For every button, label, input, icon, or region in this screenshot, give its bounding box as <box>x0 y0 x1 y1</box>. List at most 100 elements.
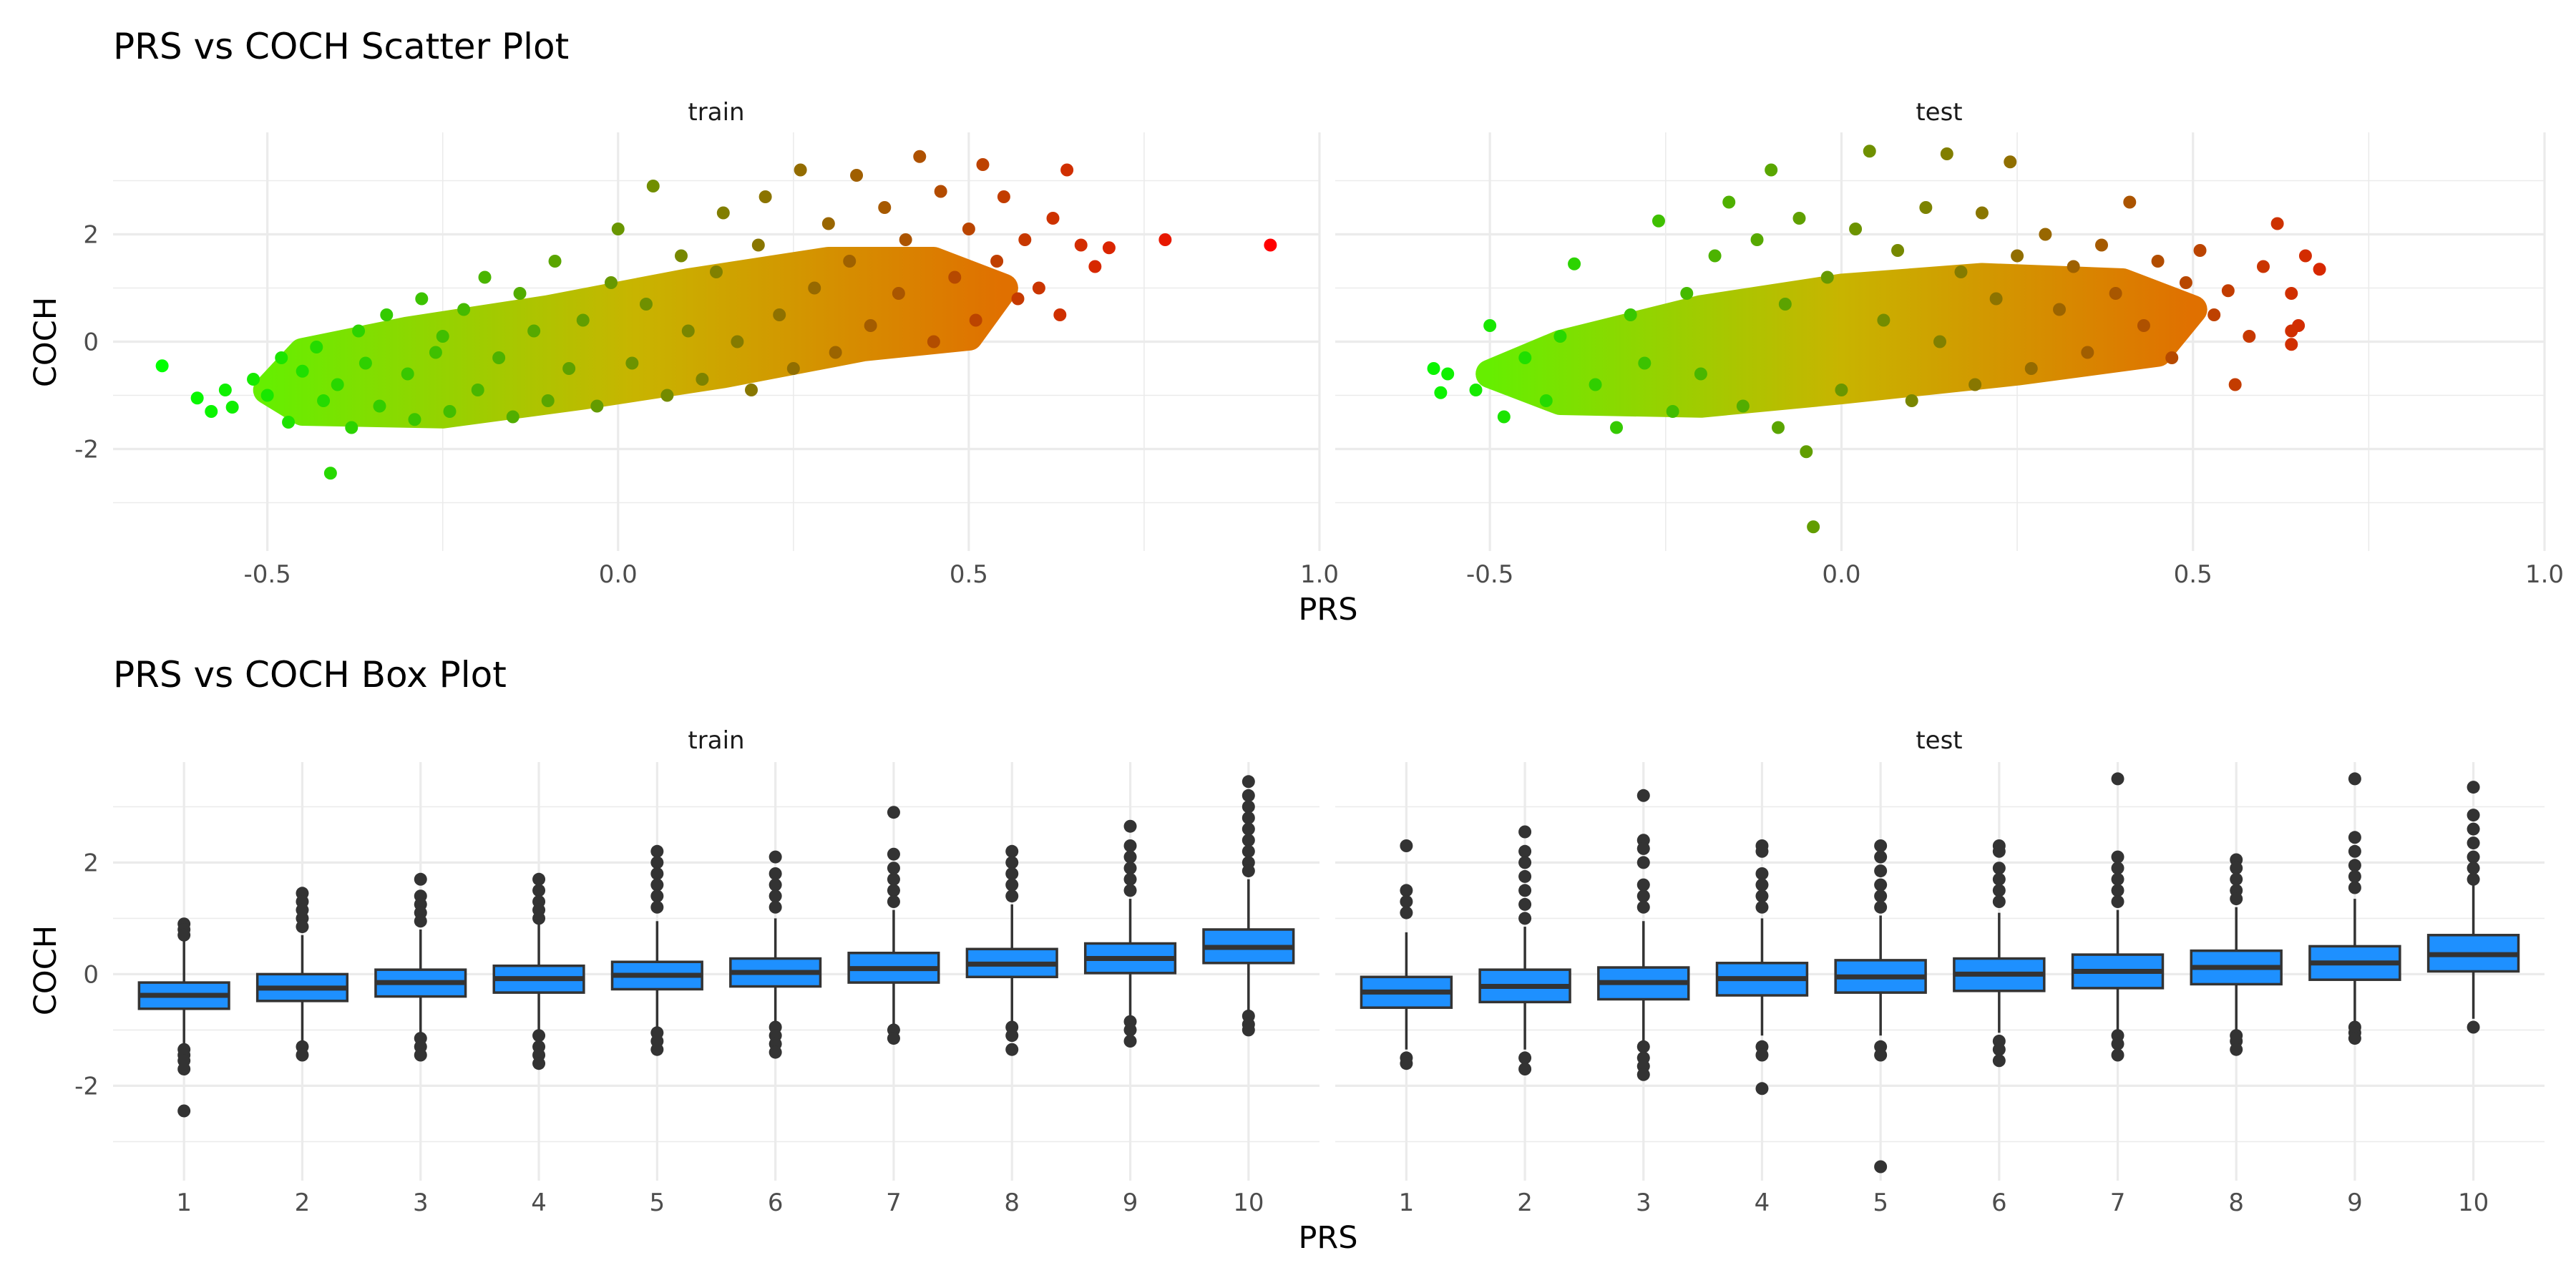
box-outlier <box>1123 884 1137 897</box>
box-outlier <box>1518 869 1532 883</box>
scatter-point <box>794 163 807 177</box>
scatter-point <box>808 281 821 295</box>
scatter-panel-train: -0.5 0.0 0.5 1.0 <box>113 132 1339 589</box>
box-outlier <box>414 872 427 886</box>
scatter-point <box>2123 195 2137 209</box>
x-tick-label: 10 <box>2458 1189 2489 1217</box>
scatter-point <box>492 351 506 364</box>
scatter-point <box>1102 241 1116 255</box>
scatter-point <box>260 389 274 402</box>
box-outlier <box>769 878 782 892</box>
scatter-point <box>1427 362 1440 375</box>
box-outlier <box>1636 889 1650 903</box>
box-chart: PRS vs COCH Box Plot train test 1 2 3 4 5 6 7 8… <box>28 654 2545 1256</box>
box-outlier <box>1874 850 1888 864</box>
scatter-point <box>864 319 877 332</box>
scatter-point <box>696 373 709 386</box>
box-outlier <box>1874 864 1888 878</box>
box-2 <box>1478 825 1571 1075</box>
box-outlier <box>2230 862 2243 875</box>
y-tick-label: -2 <box>74 436 99 464</box>
scatter-point <box>2285 287 2298 300</box>
x-tick-label: 3 <box>413 1189 429 1217</box>
scatter-point <box>415 292 429 306</box>
box-outlier <box>887 872 900 886</box>
x-tick-label: 4 <box>1755 1189 1770 1217</box>
scatter-point <box>401 367 414 381</box>
box-outlier <box>1992 895 2006 908</box>
box-outlier <box>2467 822 2480 836</box>
scatter-point <box>1589 378 1602 391</box>
box-outlier <box>1518 912 1532 925</box>
scatter-point <box>2179 276 2192 289</box>
box-outlier <box>532 1029 546 1043</box>
box-outlier <box>1518 1063 1532 1075</box>
box-outlier <box>1123 1035 1137 1048</box>
scatter-point <box>1933 335 1946 348</box>
box-outlier <box>1241 775 1255 789</box>
x-tick-label: 8 <box>2228 1189 2244 1217</box>
scatter-point <box>380 308 394 321</box>
scatter-point <box>934 185 947 198</box>
box-outlier <box>1241 1023 1255 1037</box>
box-outlier <box>650 856 664 869</box>
x-tick-label: 5 <box>1873 1189 1888 1217</box>
box-outlier <box>177 1063 191 1075</box>
scatter-point <box>1610 421 1624 434</box>
box-y-axis: -2 0 2 <box>74 849 99 1101</box>
scatter-point <box>408 413 421 426</box>
scatter-point <box>1778 298 1792 311</box>
box-outlier <box>532 884 546 897</box>
scatter-point <box>1074 238 1088 252</box>
scatter-point <box>1018 233 1032 246</box>
scatter-point <box>457 303 471 316</box>
box-outlier <box>2467 1020 2480 1034</box>
scatter-point <box>345 421 358 434</box>
box-outlier <box>296 920 309 934</box>
box-outlier <box>1992 884 2006 897</box>
x-tick-label: 7 <box>886 1189 902 1217</box>
box-9 <box>1083 819 1177 1048</box>
scatter-point <box>745 384 758 396</box>
scatter-point <box>2221 284 2235 298</box>
scatter-point <box>681 324 695 338</box>
scatter-point <box>1954 265 1968 278</box>
scatter-point <box>948 270 962 284</box>
box-outlier <box>177 1104 191 1118</box>
box-outlier <box>1518 884 1532 897</box>
box-outlier <box>1123 819 1137 833</box>
box-6 <box>729 850 822 1059</box>
box-outlier <box>1518 856 1532 869</box>
scatter-strip-train: train <box>688 98 744 127</box>
scatter-point <box>786 362 800 375</box>
scatter-point <box>1483 319 1497 332</box>
box-outlier <box>1005 878 1019 892</box>
scatter-point <box>1940 147 1953 160</box>
scatter-point <box>646 180 660 192</box>
box-10 <box>2426 781 2520 1034</box>
scatter-point <box>1919 201 1933 214</box>
box-outlier <box>2111 862 2124 875</box>
box-outlier <box>1400 895 1413 908</box>
scatter-point <box>247 373 260 386</box>
scatter-point <box>1792 212 1806 225</box>
box-title: PRS vs COCH Box Plot <box>113 654 507 696</box>
scatter-strip-test: test <box>1916 98 1962 127</box>
scatter-point <box>1046 212 1060 225</box>
x-tick-label: 1 <box>176 1189 192 1217</box>
box-3 <box>374 872 467 1062</box>
scatter-point <box>2151 255 2165 268</box>
scatter-point <box>1434 386 1448 399</box>
scatter-point <box>373 399 386 413</box>
box-outlier <box>1241 822 1255 836</box>
scatter-point <box>969 313 982 327</box>
box-outlier <box>2348 869 2361 883</box>
scatter-point <box>2313 263 2326 276</box>
box-outlier <box>1123 1023 1137 1037</box>
box-outlier <box>1518 897 1532 911</box>
scatter-point <box>1011 292 1025 306</box>
scatter-point <box>2207 308 2221 321</box>
box-outlier <box>769 889 782 903</box>
scatter-point <box>1032 281 1045 295</box>
